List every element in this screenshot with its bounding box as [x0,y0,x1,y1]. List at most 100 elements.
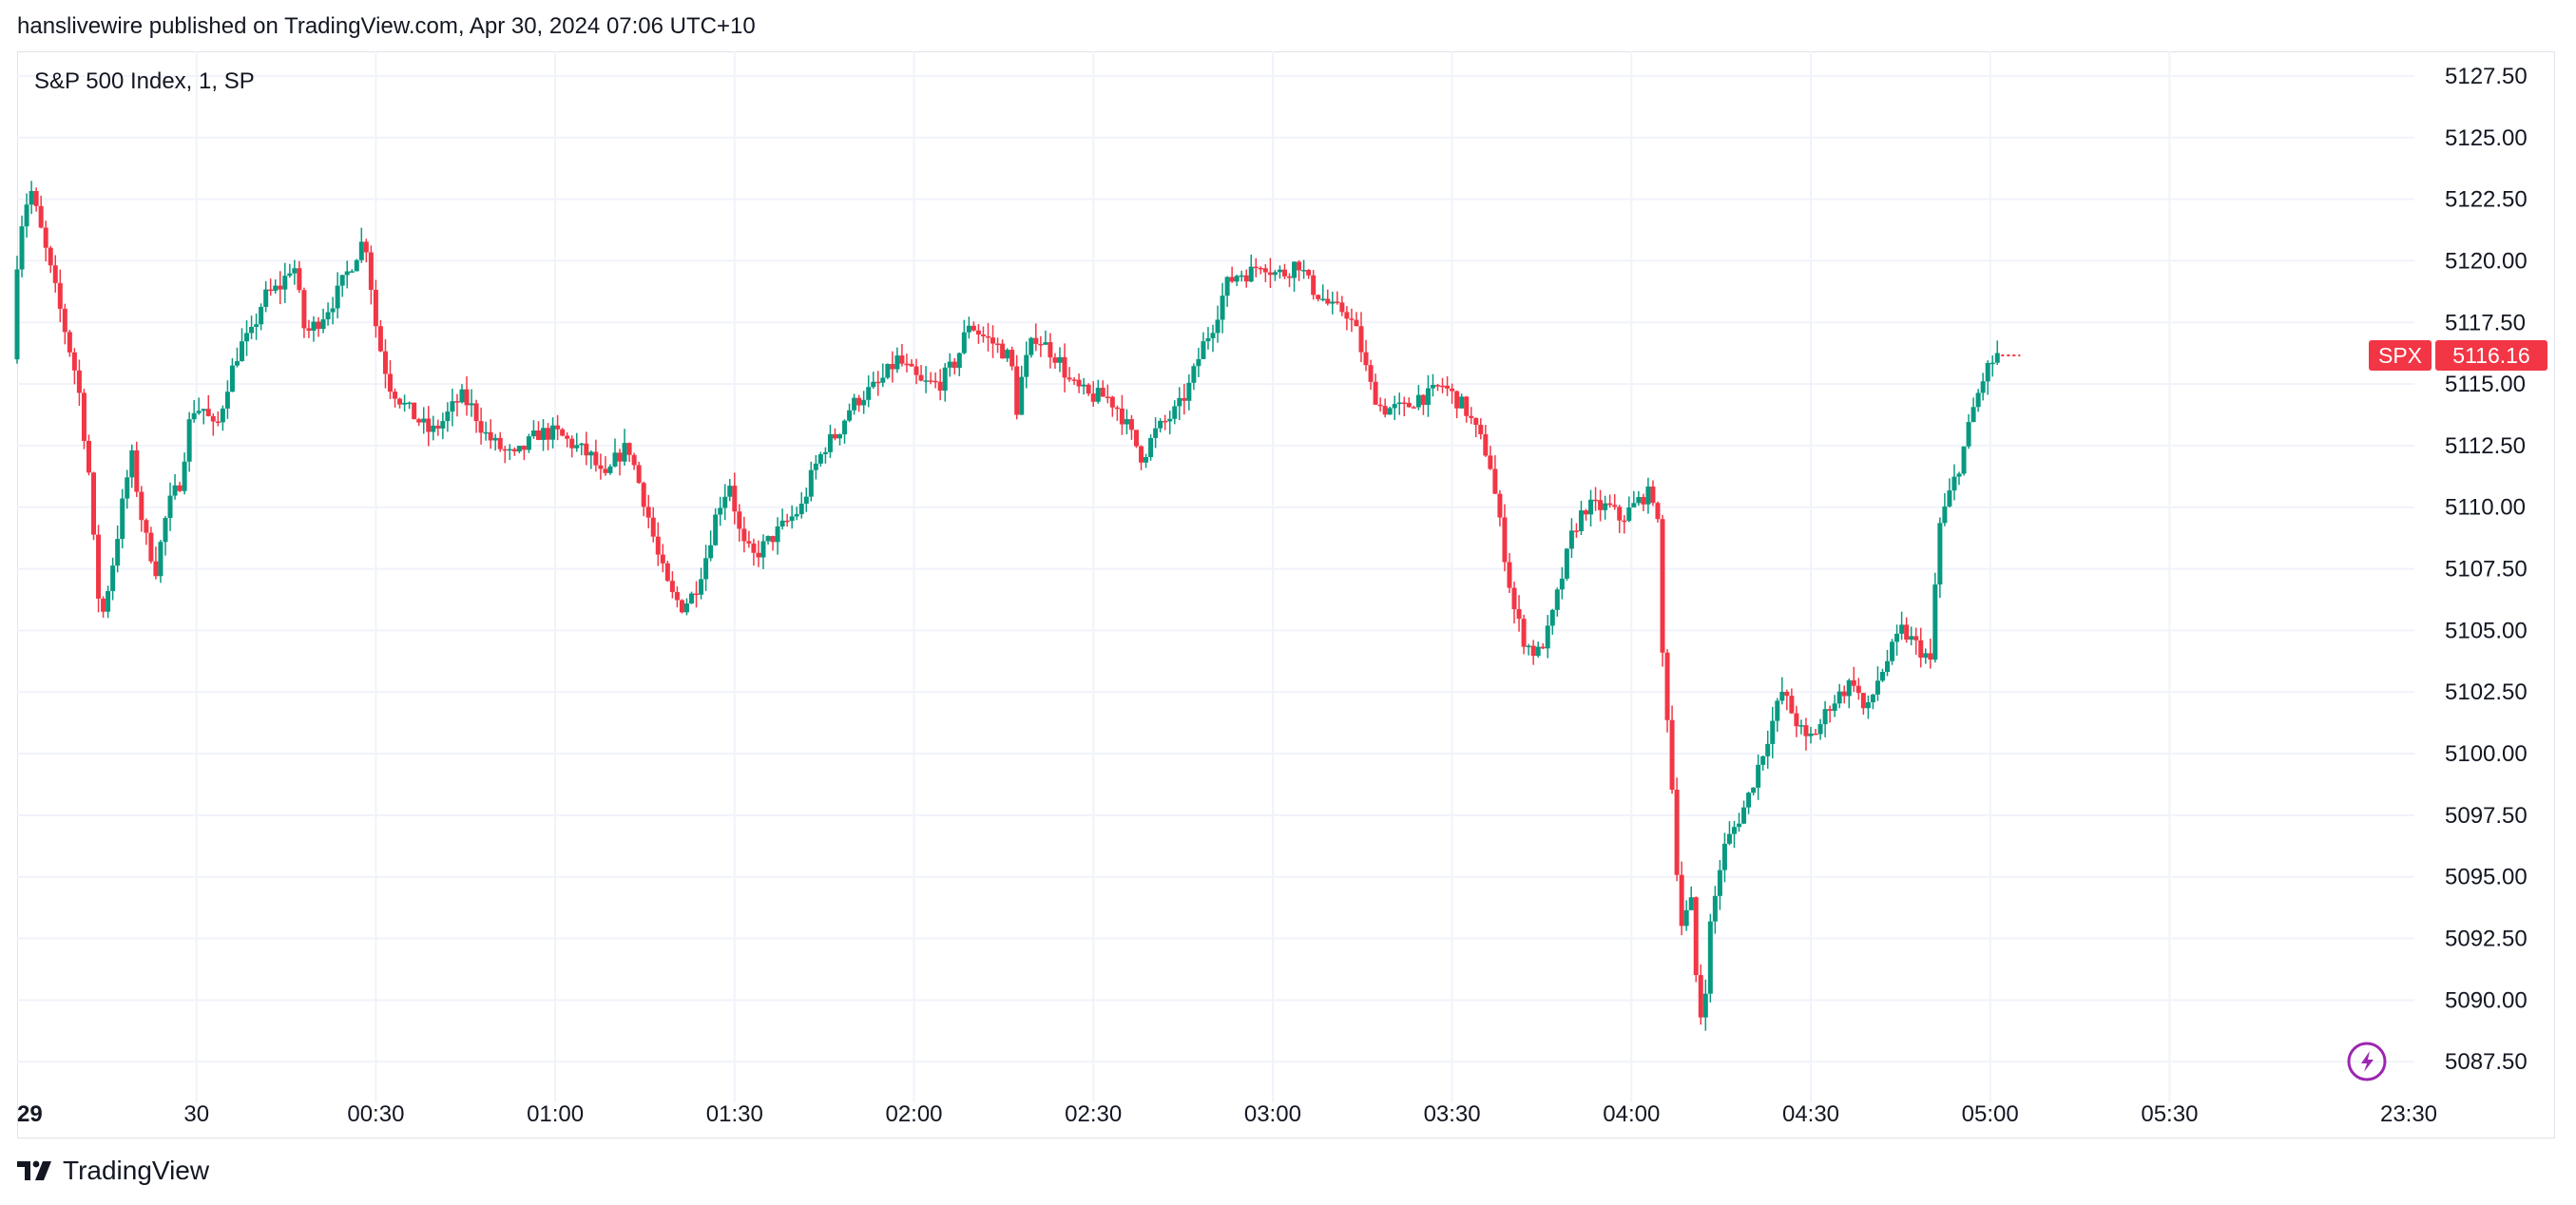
candle [1951,464,1957,501]
candle [1879,668,1885,682]
candle-body [1450,388,1455,392]
candle-body [62,308,67,333]
candle [856,394,862,412]
candle [454,393,460,417]
candle-body [110,565,116,591]
candle [909,359,914,367]
candle [775,517,780,555]
candle-body [1172,406,1178,419]
candle [1741,800,1747,825]
x-tick-label: 04:30 [1782,1101,1839,1127]
candle-body [1516,609,1522,620]
y-tick-label: 5107.50 [2445,557,2528,583]
candle [1679,861,1684,936]
candle [952,357,957,375]
candle [1215,305,1221,343]
candle [713,507,719,546]
last-price-badge: SPX 5116.16 [2369,340,2547,372]
candle [894,347,900,373]
candle [1975,389,1981,412]
candle-body [76,370,82,393]
candle [1267,258,1273,288]
candle-body [909,363,914,367]
candle-body [1292,261,1298,278]
candle-body [803,496,809,505]
candle-body [550,425,556,440]
candle-body [1215,319,1221,334]
candle [694,581,700,608]
tradingview-logo[interactable]: TradingView [17,1156,209,1186]
candle-body [1430,385,1435,389]
candle [1354,312,1359,327]
candle [1593,487,1599,511]
candle-body [1645,486,1651,505]
candle [1855,678,1861,700]
candle-body [1229,277,1235,282]
candle [847,403,853,423]
candle [966,316,971,339]
lightning-icon[interactable] [2347,1042,2387,1081]
candle-body [1578,510,1584,531]
candle [1885,649,1891,677]
candle-body [751,543,757,553]
candle [81,389,87,449]
candle-body [1114,407,1120,410]
candle [947,353,952,377]
candle-body [1841,691,1847,697]
candle [1387,406,1393,415]
candle [325,302,331,326]
candle [1335,291,1340,305]
candle [1248,254,1254,283]
candle [1588,489,1594,527]
price-axis[interactable]: 5127.50 5125.00 5122.50 5120.00 5117.50 5115.… [2445,64,2528,1075]
candle-body [177,485,183,491]
candle [1650,480,1656,507]
tradingview-brand-text: TradingView [63,1156,210,1185]
candle [1870,694,1875,710]
candle [71,348,77,385]
candle-body [421,418,427,423]
candle [708,530,714,562]
candle [1005,348,1010,362]
candle [287,263,293,278]
candle [1071,376,1077,385]
time-axis[interactable]: 29 30 00:30 01:00 01:30 02:00 02:30 03:00 03:30 0… [17,1101,2437,1127]
candle [1827,705,1833,723]
candle-body [871,381,876,388]
candle [29,181,34,215]
candle-body [641,483,646,507]
candle-body [918,374,924,381]
candle-body [1803,725,1809,736]
candle-body [765,536,771,542]
candle-body [1808,733,1814,736]
candle [1860,693,1866,715]
candle [172,473,178,500]
candle [1564,547,1569,581]
candle [297,260,302,294]
candle-body [301,290,307,329]
y-tick-label: 5115.00 [2445,372,2526,397]
candle-body [1970,407,1976,423]
candle-body [435,425,441,429]
chart-frame[interactable] [17,51,2555,1138]
candle [555,414,561,441]
candle-body [507,449,512,451]
candle-body [779,520,785,527]
candle [526,433,531,453]
candle [1669,705,1675,794]
y-tick-label: 5090.00 [2445,987,2528,1013]
candle [263,280,269,313]
candle [918,365,924,382]
candle [407,401,413,410]
candle [1784,689,1790,711]
candle-body [1650,486,1656,504]
candle-body [923,380,929,382]
candle [961,319,967,354]
candle-body [1947,490,1952,507]
candle [1540,642,1546,650]
candle-body [38,205,44,228]
candle [631,452,637,470]
candle [1559,566,1565,600]
x-tick-label: 02:30 [1065,1101,1122,1127]
